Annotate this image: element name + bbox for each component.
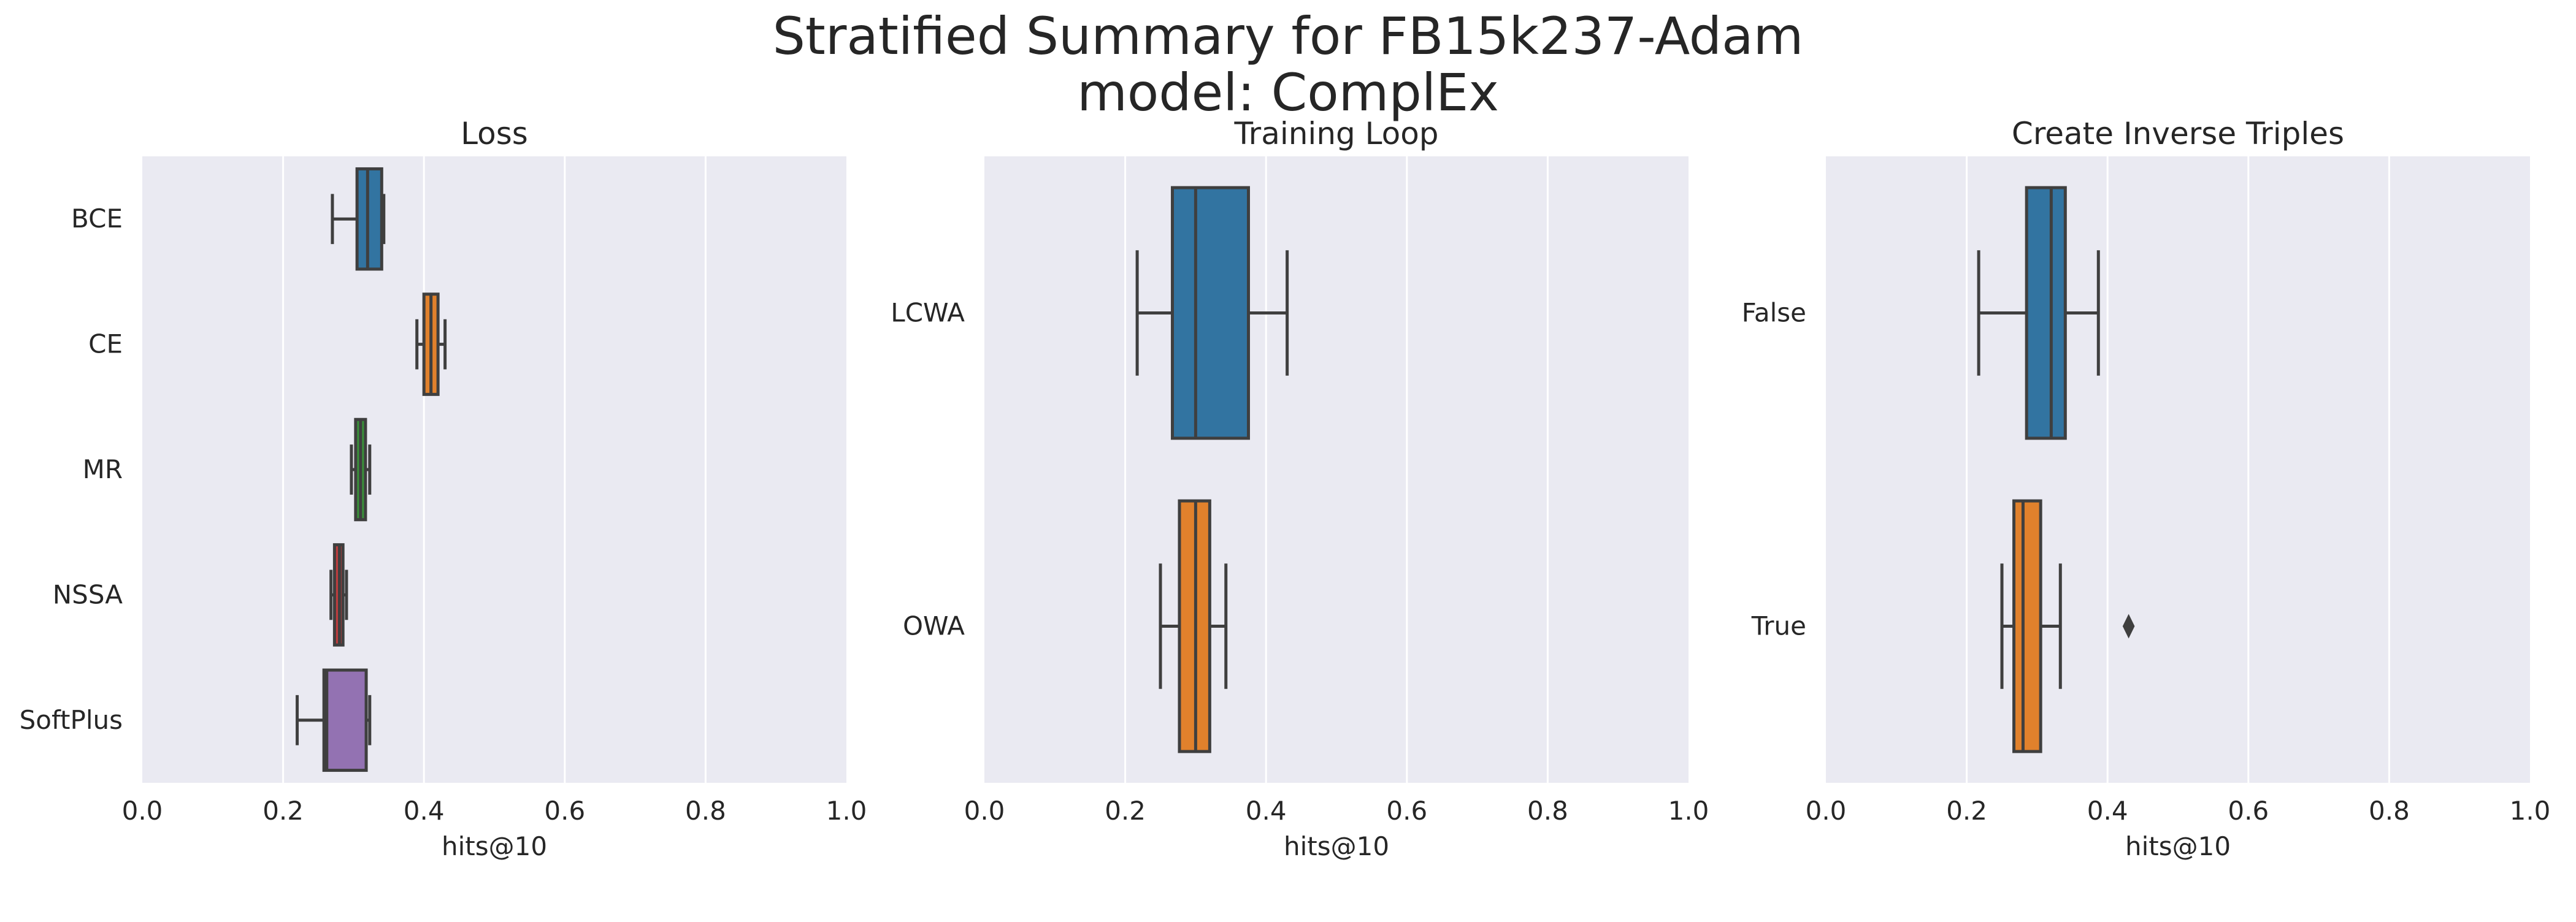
x-tick-label: 0.4 xyxy=(404,796,445,826)
subplot-2: 0.0 0.2 0.4 0.6 0.8 1.0 Training Loop hits@10 LC… xyxy=(891,116,1709,861)
x-tick-label: 0.2 xyxy=(263,796,304,826)
subplot-title: Training Loop xyxy=(1233,116,1438,151)
box-body xyxy=(2025,186,2067,440)
box-MR: MR xyxy=(83,417,372,522)
box-body xyxy=(322,668,368,772)
subplot-3: 0.0 0.2 0.4 0.6 0.8 1.0 Create Inverse Triples… xyxy=(1742,116,2551,861)
x-tick-label: 0.2 xyxy=(1105,796,1146,826)
box-OWA: OWA xyxy=(903,499,1228,753)
outlier-marker xyxy=(2122,614,2135,639)
x-tick-label: 0.6 xyxy=(544,796,585,826)
subplot-title: Create Inverse Triples xyxy=(2012,116,2344,151)
x-tick-label: 0.2 xyxy=(1946,796,1987,826)
x-tick-label: 1.0 xyxy=(2510,796,2551,826)
x-axis-label: hits@10 xyxy=(442,831,547,861)
x-tick-label: 0.8 xyxy=(2369,796,2410,826)
box-True: True xyxy=(1751,499,2135,753)
box-False: False xyxy=(1742,186,2100,440)
x-tick-label: 0.0 xyxy=(1806,796,1847,826)
y-tick-label: False xyxy=(1742,298,1806,328)
y-tick-label: CE xyxy=(88,329,123,359)
figure-title-line-1: Stratified Summary for FB15k237-Adam xyxy=(773,6,1804,66)
box-SoftPlus: SoftPlus xyxy=(20,668,372,772)
box-body xyxy=(1171,186,1250,440)
y-tick-label: NSSA xyxy=(53,579,123,609)
x-axis-label: hits@10 xyxy=(1284,831,1389,861)
plot-area xyxy=(1826,156,2530,783)
box-BCE: BCE xyxy=(71,167,386,271)
box-NSSA: NSSA xyxy=(53,543,348,647)
box-body xyxy=(355,167,383,271)
x-tick-label: 0.8 xyxy=(1527,796,1568,826)
subplot-1: 0.0 0.2 0.4 0.6 0.8 1.0 Loss hits@10 BCE CE MR NSSA… xyxy=(20,116,867,861)
x-tick-label: 1.0 xyxy=(1668,796,1709,826)
plot-area xyxy=(984,156,1689,783)
subplots: 0.0 0.2 0.4 0.6 0.8 1.0 Loss hits@10 BCE CE MR NSSA… xyxy=(20,116,2551,861)
box-CE: CE xyxy=(88,292,447,396)
y-tick-label: BCE xyxy=(71,204,123,234)
x-tick-label: 0.4 xyxy=(1246,796,1287,826)
x-tick-label: 0.8 xyxy=(685,796,726,826)
x-tick-label: 0.4 xyxy=(2087,796,2128,826)
figure-title-line-2: model: ComplEx xyxy=(1077,63,1499,123)
plot-area xyxy=(142,156,846,783)
y-tick-label: SoftPlus xyxy=(20,705,123,735)
x-tick-label: 1.0 xyxy=(826,796,867,826)
x-tick-label: 0.6 xyxy=(1386,796,1427,826)
y-tick-label: OWA xyxy=(903,611,965,641)
y-tick-label: LCWA xyxy=(891,298,965,328)
x-tick-label: 0.0 xyxy=(964,796,1005,826)
x-tick-label: 0.6 xyxy=(2228,796,2269,826)
box-LCWA: LCWA xyxy=(891,186,1289,440)
y-tick-label: MR xyxy=(83,454,123,484)
y-tick-label: True xyxy=(1751,611,1806,641)
x-tick-label: 0.0 xyxy=(122,796,163,826)
subplot-title: Loss xyxy=(461,116,528,151)
x-axis-label: hits@10 xyxy=(2125,831,2231,861)
box-body xyxy=(2012,499,2042,753)
